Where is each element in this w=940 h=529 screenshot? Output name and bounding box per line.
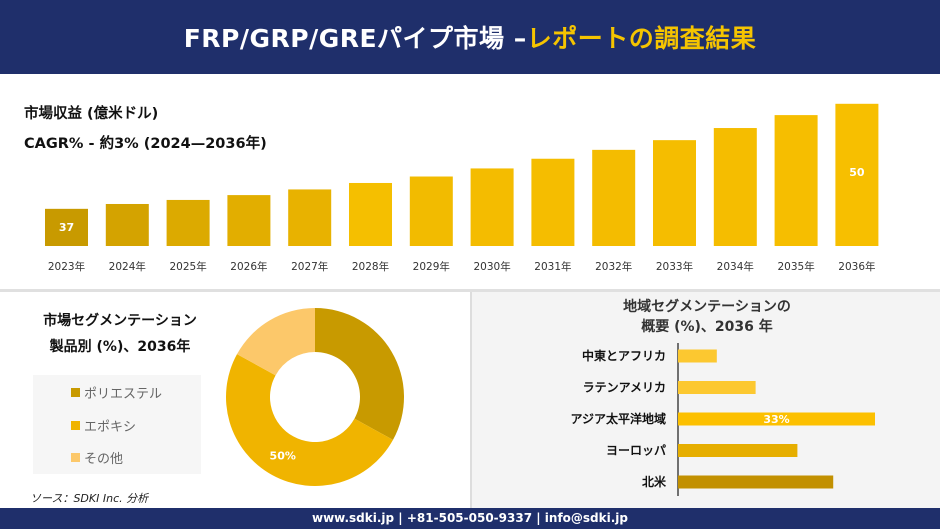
title-accent: レポートの調査結果 [526,24,757,53]
revenue-bar [227,195,271,246]
region-subtitle: 概要 (%)、2036 年 [641,319,773,335]
region-label: 中東とアフリカ [582,348,666,363]
region-bar [678,381,756,394]
region-bar [678,349,717,363]
revenue-bar [470,168,514,246]
donut-slice [237,308,315,376]
region-label: アジア太平洋地域 [570,411,666,426]
region-label: 北米 [642,474,667,489]
year-tick-label: 2035年 [777,260,814,273]
year-tick-label: 2030年 [473,260,510,273]
revenue-bar-chart: 2023年 37 2024年 2025年 2026年 2027年 2028年 2029年 203… [45,103,879,273]
revenue-bar [166,199,210,246]
title-main: FRP/GRP/GREパイプ市場 – [183,24,527,53]
slice-data-label: 50% [270,450,296,463]
header-banner: FRP/GRP/GREパイプ市場 – レポートの調査結果 [0,0,940,74]
bar-data-label: 33% [763,413,789,426]
bar-data-label: 50 [849,166,865,179]
revenue-bar [531,158,575,246]
revenue-bar [349,182,392,246]
revenue-bar [105,203,149,246]
legend-swatch [71,421,80,430]
bar-data-label: 37 [59,221,74,234]
revenue-chart-panel: 市場収益 (億米ドル) CAGR% - 約3% (2024—2036年) 202… [0,74,940,290]
footer-contact: www.sdki.jp | +81-505-050-9337 | info@sd… [0,508,940,529]
revenue-bar [713,128,757,246]
product-segment-panel: 市場セグメンテーション 製品別 (%)、2036年 ポリエステル エポキシ その… [0,292,470,508]
revenue-bar [653,140,696,246]
revenue-bar [835,103,879,247]
revenue-bar [409,176,453,246]
region-bar [678,412,876,426]
year-tick-label: 2036年 [838,260,875,273]
year-tick-label: 2023年 [48,260,85,273]
legend-label: その他 [84,452,124,467]
region-title: 地域セグメンテーションの [623,299,791,315]
legend-label: エポキシ [84,420,137,435]
revenue-bar [288,189,332,246]
legend-swatch [71,388,80,397]
year-tick-label: 2029年 [413,260,450,273]
year-tick-label: 2034年 [717,260,754,273]
legend-item-epoxy: エポキシ [71,416,136,435]
segment-title: 市場セグメンテーション [43,313,197,329]
donut-legend: ポリエステル エポキシ その他 [33,375,201,474]
cagr-subtitle: CAGR% - 約3% (2024—2036年) [24,136,267,152]
donut-slice [226,354,393,487]
year-tick-label: 2031年 [534,260,571,273]
year-tick-label: 2024年 [109,260,146,273]
revenue-bar [45,208,88,246]
region-segment-panel: 地域セグメンテーションの 概要 (%)、2036 年 中東とアフリカ ラテンアメリ… [470,292,940,508]
region-bar [678,444,798,457]
revenue-title: 市場収益 (億米ドル) [24,106,159,122]
year-tick-label: 2033年 [656,260,693,273]
year-tick-label: 2027年 [291,260,328,273]
year-tick-label: 2028年 [352,260,389,273]
region-label: ラテンアメリカ [583,381,666,395]
year-tick-label: 2032年 [595,260,632,273]
legend-item-polyester: ポリエステル [71,383,162,402]
revenue-bar [592,149,636,246]
source-note: ソース：SDKI Inc. 分析 [30,492,149,505]
year-tick-label: 2026年 [230,260,267,273]
segment-subtitle: 製品別 (%)、2036年 [49,339,191,355]
region-bar [678,475,834,489]
legend-label: ポリエステル [84,387,163,402]
divider [0,289,940,292]
legend-swatch [71,453,80,462]
revenue-bar [774,115,818,246]
year-tick-label: 2025年 [169,260,206,273]
legend-item-other: その他 [71,448,123,467]
region-label: ヨーロッパ [606,444,666,458]
donut-slice [315,308,405,440]
product-donut-chart: 50% [226,308,405,487]
